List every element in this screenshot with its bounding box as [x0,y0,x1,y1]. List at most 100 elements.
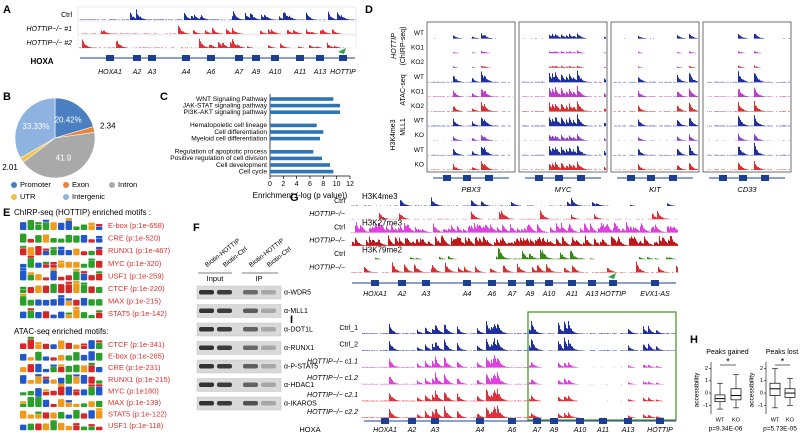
motif-logo-letter [27,220,34,230]
category-label: Cell differentiation [214,129,267,136]
motif-logo-letter [80,263,88,268]
motif-logo-letter [20,233,27,243]
blot-band [199,345,214,350]
exon [182,55,190,61]
exon [431,418,439,424]
motif-logo-letter [88,424,95,427]
signal-track [738,65,761,68]
signal-track [707,87,790,97]
exon [624,418,632,424]
x-axis-label: Enrichment (-log (p value)) [253,191,348,200]
motif-logo-letter [35,394,42,397]
exon [381,418,389,424]
motif-logo-letter [58,222,65,230]
gene-label: A3 [147,69,157,76]
group-label: IP [255,274,262,283]
exon [576,418,584,424]
exon [339,55,347,61]
blot-band [261,308,276,313]
signal-track [350,235,678,246]
row-label: WT [414,30,424,37]
y-axis-label: accessibility [694,372,701,407]
gene-label: A10 [573,427,587,434]
motif-logo-letter [80,284,88,293]
motif-logo-letter [65,342,72,349]
row-label: HOTTIP−/− c2.2 [307,409,358,416]
motif-logo-letter [73,352,80,361]
motif-logo-letter [20,296,27,306]
legend-swatch [63,194,69,200]
motif-logo-letter [65,220,72,230]
motif-logo-letter [35,411,42,414]
gene-label: A2 [397,291,407,298]
signal-track [738,33,790,39]
gene-label: PBX3 [461,185,481,194]
motif-label: RUNX1 (p:1e-467) [108,246,171,255]
motif-logo-letter [65,374,72,384]
panel-label: B [3,91,11,103]
motif-logo-letter [58,355,65,361]
signal-track [522,145,606,156]
x-tick-label: 8 [321,181,325,188]
motif-label: CRE (p:1e-520) [108,234,161,243]
motif-logo-letter [88,384,95,387]
exon [443,175,451,181]
signal-track [428,117,511,127]
motif-logo-letter [42,311,50,319]
y-tick-label: 0 [760,391,763,397]
row-label: Ctrl [61,12,72,19]
motif-logo-letter [35,235,42,243]
motif-logo-letter [65,261,72,268]
signal-track [522,101,606,112]
blot [196,322,282,337]
value-label: 41.9 [56,153,72,162]
gene-label: HOXA1 [373,427,397,434]
motif-logo-letter [20,268,27,271]
motif-logo-letter [88,225,95,230]
panel-label: D [365,4,373,16]
legend-label: Intron [118,180,137,189]
signal-track [428,89,513,97]
highlight-box [527,311,677,421]
bar [270,123,317,128]
motif-logo-letter [35,344,42,349]
motif-logo-letter [65,300,72,306]
motif-logo-letter [80,389,88,396]
motif-logo-letter [20,403,27,407]
blot-band [217,364,232,369]
exon [106,55,114,61]
blot-band [243,327,258,332]
motif-logo-letter [88,351,95,361]
gene-label: A2 [407,427,417,434]
signal-track [351,261,678,273]
panel-label: I [290,314,293,326]
signal-track [351,222,678,233]
legend-label: Exon [72,180,89,189]
box-title: Peaks lost [766,349,798,356]
gene-label: MYC [555,185,572,194]
row-label: WT [414,74,424,81]
motif-logo-letter [80,354,88,361]
exon [761,175,769,181]
motif-logo-letter [73,271,80,281]
motif-logo-letter [20,353,27,361]
motif-logo-letter [58,412,65,419]
motif-logo-letter [96,238,103,243]
motif-logo-letter [50,283,57,293]
signal-track [522,114,606,127]
pie-slice [14,97,56,159]
row-label: KO2 [411,59,424,66]
motif-logo-letter [50,299,57,306]
motif-logo-letter [20,401,27,404]
signal-track [428,161,509,170]
motif-logo-letter [27,247,34,256]
motif-logo-letter [80,297,88,306]
exon [371,280,379,286]
track-panel [518,21,608,173]
row-label: HOTTIP−/− #2 [26,40,72,47]
p-value-label: p=9.34E-06 [709,426,743,433]
motif-logo-letter [20,293,27,296]
blot-band [243,308,258,313]
motif-logo-letter [42,277,50,281]
motif-logo-letter [50,344,57,349]
